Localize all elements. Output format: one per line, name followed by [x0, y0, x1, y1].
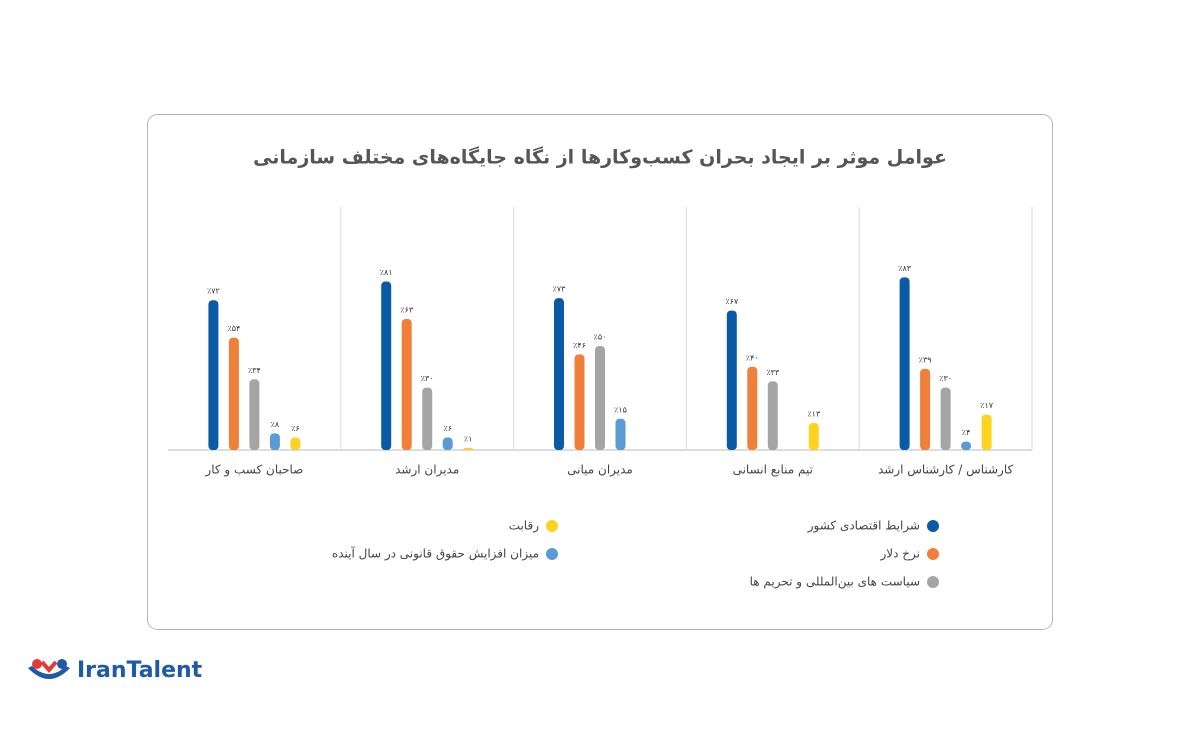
- data-label: ٪۱: [464, 434, 473, 443]
- chart-title: عوامل موثر بر ایجاد بحران کسب‌وکارها از …: [253, 146, 947, 169]
- legend-label: رقابت: [509, 519, 540, 534]
- data-label: ٪۶: [443, 424, 452, 433]
- x-tick-label: تیم منابع انسانی: [733, 463, 813, 477]
- data-label: ٪۱۵: [614, 405, 627, 414]
- legend-label: شرایط اقتصادی کشور: [807, 519, 920, 534]
- bar: [899, 277, 910, 450]
- legend-label: نرخ دلار: [879, 547, 920, 562]
- data-label: ٪۳۴: [248, 366, 261, 375]
- bar: [574, 354, 585, 450]
- data-label: ٪۵۴: [227, 324, 240, 333]
- data-label: ٪۳۳: [766, 368, 780, 377]
- bar: [463, 447, 474, 450]
- bar: [381, 281, 392, 450]
- legend-swatch: [927, 548, 939, 560]
- data-label: ٪۷۳: [553, 285, 567, 294]
- bar: [961, 441, 972, 450]
- bar: [920, 368, 931, 450]
- bar: [615, 418, 626, 450]
- data-label: ٪۱۷: [980, 401, 994, 410]
- x-tick-label: مدیران ارشد: [395, 463, 459, 478]
- logo-swoosh: [28, 666, 70, 679]
- x-tick-label: صاحبان کسب و کار: [204, 463, 303, 478]
- bar: [726, 310, 737, 450]
- bar: [595, 346, 605, 450]
- logo: IranTalent: [28, 658, 203, 683]
- data-label: ٪۵۰: [594, 333, 607, 342]
- x-tick-label: کارشناس / کارشناس ارشد: [878, 463, 1014, 478]
- bar: [767, 381, 778, 450]
- data-label: ٪۷۲: [207, 287, 220, 296]
- bar: [981, 414, 992, 450]
- data-label: ٪۸۳: [898, 264, 912, 273]
- bar: [422, 387, 433, 450]
- data-label: ٪۳۹: [919, 355, 932, 364]
- bar: [401, 318, 412, 450]
- logo-mark: [40, 660, 58, 674]
- logo-text: IranTalent: [77, 658, 203, 683]
- data-label: ٪۴۶: [573, 341, 586, 350]
- data-label: ٪۳۰: [421, 374, 434, 383]
- bar: [554, 298, 564, 450]
- x-tick-label: مدیران میانی: [567, 463, 633, 478]
- data-label: ٪۴۰: [746, 353, 759, 362]
- bar: [208, 300, 219, 450]
- legend-swatch: [927, 576, 939, 588]
- logo-dot: [57, 659, 67, 669]
- data-label: ٪۸۱: [380, 268, 393, 277]
- bar: [249, 379, 260, 450]
- bar: [747, 366, 758, 450]
- legend-label: سیاست های بین‌المللی و تحریم ها: [750, 575, 920, 590]
- bar: [269, 433, 280, 450]
- data-label: ٪۶۳: [400, 305, 414, 314]
- bar: [228, 337, 239, 450]
- data-label: ٪۶: [291, 424, 300, 433]
- data-label: ٪۴: [962, 428, 971, 437]
- bar: [290, 437, 301, 450]
- bar: [940, 387, 951, 450]
- legend-label: میزان افزایش حقوق قانونی در سال آینده: [332, 546, 539, 562]
- bar: [442, 437, 453, 450]
- bar: [808, 422, 819, 450]
- legend-swatch: [927, 520, 939, 532]
- logo-dot: [32, 659, 42, 669]
- data-label: ٪۱۳: [807, 409, 821, 418]
- data-label: ٪۶۷: [725, 297, 739, 306]
- data-label: ٪۳۰: [939, 374, 952, 383]
- legend-swatch: [546, 520, 558, 532]
- data-label: ٪۸: [271, 420, 280, 429]
- legend-swatch: [546, 548, 558, 560]
